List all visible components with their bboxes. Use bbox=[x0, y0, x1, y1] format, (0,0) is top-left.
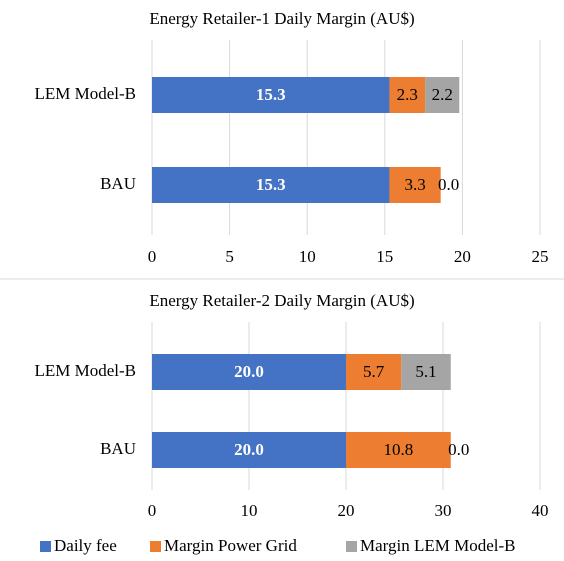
legend-label: Margin Power Grid bbox=[164, 536, 297, 555]
legend-swatch bbox=[346, 541, 357, 552]
legend-swatch bbox=[150, 541, 161, 552]
bar-segment bbox=[152, 167, 390, 203]
x-tick-label: 10 bbox=[299, 247, 316, 266]
legend-label: Daily fee bbox=[54, 536, 117, 555]
x-tick-label: 20 bbox=[454, 247, 471, 266]
bar-segment bbox=[389, 167, 441, 203]
chart-title: Energy Retailer-2 Daily Margin (AU$) bbox=[149, 291, 414, 310]
data-label: 15.3 bbox=[256, 85, 286, 104]
y-tick-label: LEM Model-B bbox=[34, 361, 136, 380]
y-tick-label: BAU bbox=[100, 439, 136, 458]
data-label: 0.0 bbox=[448, 440, 469, 459]
bar-segment bbox=[152, 354, 346, 390]
data-label: 5.1 bbox=[415, 362, 436, 381]
legend-swatch bbox=[40, 541, 51, 552]
data-label: 3.3 bbox=[404, 175, 425, 194]
x-tick-label: 40 bbox=[532, 501, 549, 520]
chart-title: Energy Retailer-1 Daily Margin (AU$) bbox=[149, 9, 414, 28]
bar-segment bbox=[425, 77, 460, 113]
y-tick-label: BAU bbox=[100, 174, 136, 193]
x-tick-label: 15 bbox=[376, 247, 393, 266]
y-tick-label: LEM Model-B bbox=[34, 84, 136, 103]
x-tick-label: 0 bbox=[148, 247, 157, 266]
data-label: 10.8 bbox=[384, 440, 414, 459]
bar-segment bbox=[152, 432, 346, 468]
data-label: 0.0 bbox=[438, 175, 459, 194]
bar-segment bbox=[346, 354, 402, 390]
bar-segment bbox=[401, 354, 451, 390]
x-tick-label: 30 bbox=[435, 501, 452, 520]
x-tick-label: 20 bbox=[338, 501, 355, 520]
bar-segment bbox=[389, 77, 426, 113]
x-tick-label: 0 bbox=[148, 501, 157, 520]
data-label: 5.7 bbox=[363, 362, 385, 381]
bar-segment bbox=[346, 432, 451, 468]
x-tick-label: 10 bbox=[241, 501, 258, 520]
bar-segment bbox=[152, 77, 390, 113]
x-tick-label: 25 bbox=[532, 247, 549, 266]
legend-label: Margin LEM Model-B bbox=[360, 536, 516, 555]
data-label: 20.0 bbox=[234, 440, 264, 459]
data-label: 2.2 bbox=[432, 85, 453, 104]
data-label: 15.3 bbox=[256, 175, 286, 194]
x-tick-label: 5 bbox=[225, 247, 234, 266]
data-label: 20.0 bbox=[234, 362, 264, 381]
data-label: 2.3 bbox=[397, 85, 418, 104]
